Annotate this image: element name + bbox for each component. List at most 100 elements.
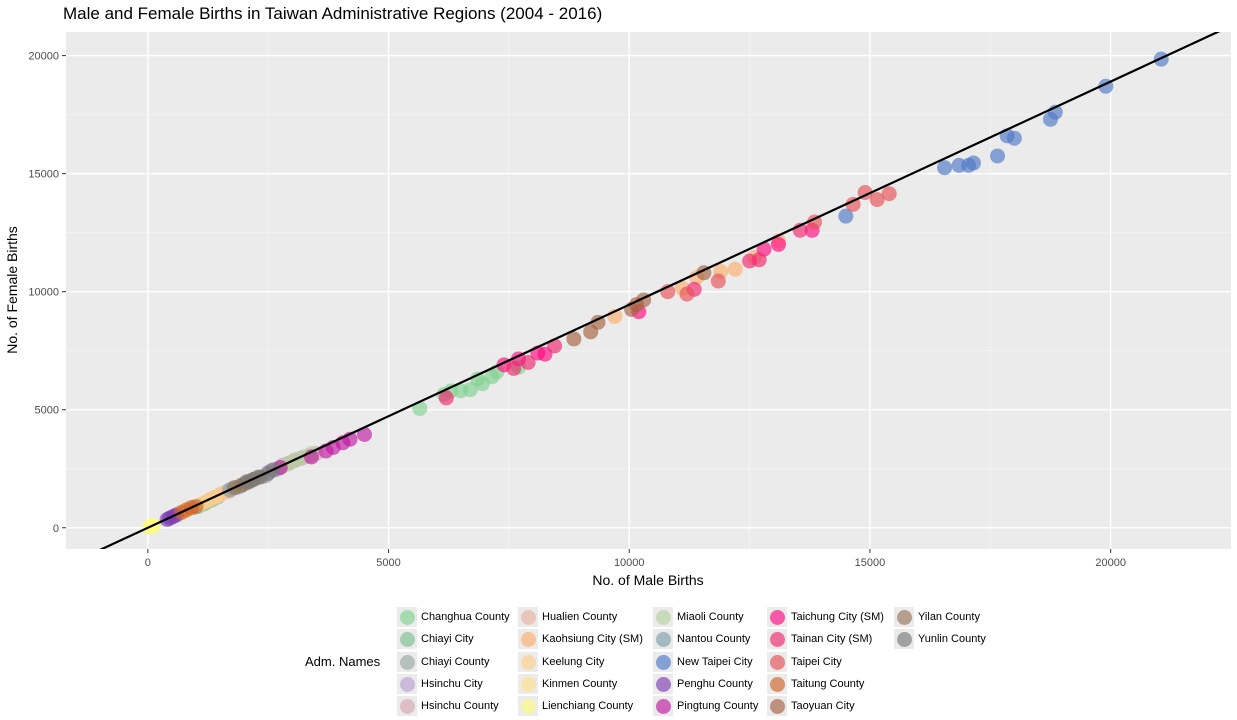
x-tick-label: 15000: [855, 557, 886, 569]
legend-dot-icon: [655, 631, 671, 647]
data-point: [990, 148, 1006, 164]
legend-dot-icon: [769, 631, 785, 647]
legend-dot-icon: [520, 676, 536, 692]
data-point: [506, 360, 522, 376]
legend-dot-icon: [399, 654, 415, 670]
legend-label: Taipei City: [791, 656, 842, 668]
legend-label: Miaoli County: [677, 611, 744, 623]
legend-key: [767, 629, 787, 649]
data-point: [937, 160, 953, 176]
y-tick-label: 5000: [35, 405, 59, 417]
legend-item: Hsinchu City: [397, 674, 483, 694]
data-point: [838, 208, 854, 224]
legend-key: [653, 674, 673, 694]
legend-dot-icon: [399, 631, 415, 647]
data-point: [845, 196, 861, 212]
x-axis-label: No. of Male Births: [592, 572, 703, 588]
legend-item: Tainan City (SM): [767, 629, 872, 649]
data-point: [710, 273, 726, 289]
legend-key: [397, 629, 417, 649]
legend-key: [518, 652, 538, 672]
legend-key: [767, 674, 787, 694]
legend-key: [894, 629, 914, 649]
data-point: [770, 236, 786, 252]
legend-item: Hsinchu County: [397, 696, 499, 716]
legend-label: New Taipei City: [677, 656, 753, 668]
legend-item: Kinmen County: [518, 674, 617, 694]
legend-key: [653, 629, 673, 649]
legend-label: Hsinchu City: [421, 678, 483, 690]
x-axis-ticks: 0 5000 10000 15000 20000: [145, 549, 1126, 569]
legend-item: Miaoli County: [653, 607, 744, 627]
legend-item: Changhua County: [397, 607, 510, 627]
grid-major: [66, 32, 1231, 549]
legend-dot-icon: [769, 654, 785, 670]
legend-label: Taitung County: [791, 678, 865, 690]
legend-item: Pingtung County: [653, 696, 758, 716]
legend-label: Kinmen County: [542, 678, 618, 690]
data-point: [566, 331, 582, 347]
legend-item: Taichung City (SM): [767, 607, 884, 627]
legend-label: Yilan County: [918, 611, 980, 623]
y-tick-label: 10000: [28, 287, 59, 299]
x-tick-label: 0: [145, 557, 151, 569]
legend-label: Taoyuan City: [791, 700, 855, 712]
chart-title: Male and Female Births in Taiwan Adminis…: [63, 4, 603, 23]
data-point: [547, 338, 563, 354]
legend-item: Taipei City: [767, 652, 842, 672]
legend-key: [767, 652, 787, 672]
legend-key: [653, 652, 673, 672]
legend-item: Chiayi County: [397, 652, 489, 672]
legend-item: Yilan County: [894, 607, 980, 627]
legend-dot-icon: [896, 631, 912, 647]
data-point: [881, 186, 897, 202]
legend-key: [653, 696, 673, 716]
data-point: [727, 261, 743, 277]
legend-item: Yunlin County: [894, 629, 986, 649]
data-point: [412, 401, 428, 417]
legend-key: [653, 607, 673, 627]
legend-title: Adm. Names: [305, 654, 381, 669]
legend-dot-icon: [399, 676, 415, 692]
x-tick-label: 5000: [376, 557, 400, 569]
legend-key: [397, 674, 417, 694]
legend-dot-icon: [399, 609, 415, 625]
legend-key: [894, 607, 914, 627]
reference-line: [99, 32, 1221, 549]
legend-dot-icon: [520, 631, 536, 647]
y-tick-label: 20000: [28, 51, 59, 63]
data-point: [751, 252, 767, 268]
grid-minor: [66, 32, 1231, 549]
data-point: [869, 192, 885, 208]
legend-dot-icon: [655, 609, 671, 625]
legend-item: New Taipei City: [653, 652, 753, 672]
legend-label: Chiayi City: [421, 633, 474, 645]
data-point: [438, 390, 454, 406]
y-axis-ticks: 0 5000 10000 15000 20000: [28, 51, 66, 535]
data-point: [807, 214, 823, 230]
legend-item: Taoyuan City: [767, 696, 855, 716]
legend-key: [518, 607, 538, 627]
legend-dot-icon: [769, 676, 785, 692]
legend-dot-icon: [655, 654, 671, 670]
data-point: [356, 427, 372, 443]
legend-item: Keelung City: [518, 652, 604, 672]
legend-key: [397, 607, 417, 627]
legend-key: [518, 696, 538, 716]
legend-dot-icon: [399, 698, 415, 714]
legend-item: Lienchiang County: [518, 696, 633, 716]
legend-label: Nantou County: [677, 633, 751, 645]
legend-dot-icon: [520, 654, 536, 670]
legend-key: [518, 629, 538, 649]
legend-label: Chiayi County: [421, 656, 490, 668]
legend-dot-icon: [769, 698, 785, 714]
legend-dot-icon: [655, 698, 671, 714]
data-point: [965, 155, 981, 171]
data-point: [679, 286, 695, 302]
legend-key: [397, 652, 417, 672]
legend-label: Taichung City (SM): [791, 611, 884, 623]
legend-dot-icon: [520, 609, 536, 625]
legend-dot-icon: [520, 698, 536, 714]
y-tick-label: 15000: [28, 169, 59, 181]
